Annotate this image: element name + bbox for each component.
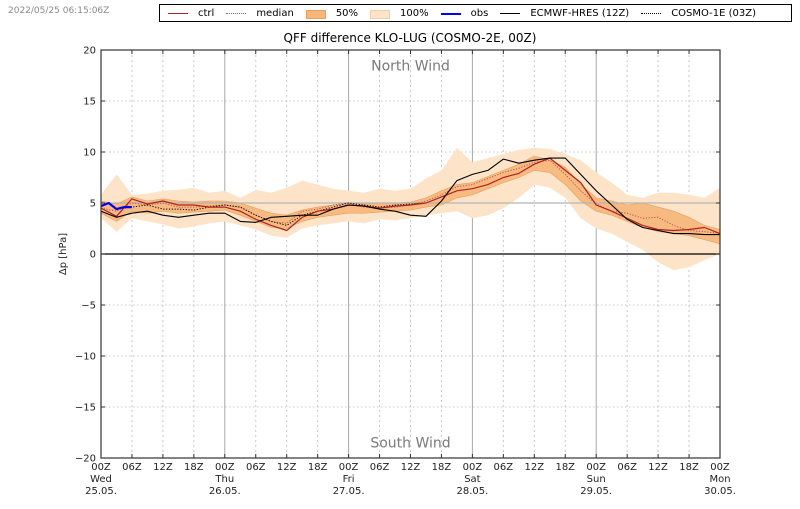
legend-patch-icon xyxy=(305,9,326,19)
x-tick-day: Fri xyxy=(343,474,355,485)
annotations: North Wind South Wind xyxy=(370,58,450,451)
series-obs xyxy=(100,201,132,211)
y-tick-label: −20 xyxy=(75,454,96,465)
grid xyxy=(101,50,720,458)
series-ecmwf-hres-12z xyxy=(100,157,720,236)
legend-item-50: 50% xyxy=(305,7,359,19)
y-tick-label: 20 xyxy=(83,46,96,57)
legend-patch-icon xyxy=(370,9,391,19)
x-tick-date: 27.05. xyxy=(333,486,365,497)
x-tick-label: 00Z xyxy=(91,462,111,473)
x-tick-day: Thu xyxy=(214,474,234,485)
reference-lines xyxy=(101,202,720,255)
legend-label: 100% xyxy=(400,7,429,19)
legend-label: ctrl xyxy=(198,7,215,19)
x-tick-label: 12Z xyxy=(401,462,421,473)
legend-item-cosmo-1e-03z: COSMO-1E (03Z) xyxy=(641,8,756,19)
legend-label: COSMO-1E (03Z) xyxy=(671,7,757,19)
legend-line-icon xyxy=(226,9,247,18)
x-tick-date: 25.05. xyxy=(85,486,117,497)
annotation-north-wind: North Wind xyxy=(371,58,450,74)
x-tick-label: 06Z xyxy=(494,462,514,473)
y-tick-label: −10 xyxy=(75,352,96,363)
x-tick-label: 18Z xyxy=(555,462,575,473)
x-tick-date: 26.05. xyxy=(209,486,241,497)
x-tick-label: 12Z xyxy=(648,462,668,473)
x-tick-label: 12Z xyxy=(525,462,545,473)
x-tick-label: 00Z xyxy=(586,462,606,473)
x-tick-label: 12Z xyxy=(277,462,297,473)
chart-title: QFF difference KLO-LUG (COSMO-2E, 00Z) xyxy=(284,31,537,45)
legend-label: obs xyxy=(470,7,489,19)
timestamp: 2022/05/25 06:15:06Z xyxy=(8,6,110,16)
legend-item-obs: obs xyxy=(440,7,489,19)
legend-line-icon xyxy=(641,9,662,18)
annotation-south-wind: South Wind xyxy=(370,436,450,452)
x-tick-label: 18Z xyxy=(432,462,452,473)
y-tick-label: −5 xyxy=(81,301,96,312)
x-tick-label: 00Z xyxy=(463,462,483,473)
legend-item-ecmwf-hres-12z: ECMWF-HRES (12Z) xyxy=(500,8,629,19)
y-tick-label: 10 xyxy=(83,148,96,159)
chart-legend: ctrl median 50% 100% obs ECMWF-HRES (12Z) COSM… xyxy=(159,4,792,22)
legend-item-100: 100% xyxy=(370,8,429,19)
y-tick-label: 5 xyxy=(90,199,96,210)
x-tick-day: Sat xyxy=(464,474,480,485)
legend-item-ctrl: ctrl xyxy=(168,8,214,19)
x-tick-date: 29.05. xyxy=(580,486,612,497)
series-ctrl xyxy=(100,157,721,235)
x-tick-label: 18Z xyxy=(308,462,328,473)
legend-line-icon xyxy=(500,9,521,18)
x-tick-label: 06Z xyxy=(617,462,637,473)
x-tick-label: 18Z xyxy=(679,462,699,473)
x-tick-day: Wed xyxy=(90,474,112,485)
x-tick-date: 30.05. xyxy=(704,486,736,497)
legend-label: median xyxy=(256,7,294,19)
series xyxy=(100,157,721,236)
x-tick-date: 28.05. xyxy=(456,486,488,497)
x-tick-day: Mon xyxy=(709,474,730,485)
series-median xyxy=(100,159,721,235)
legend-item-median: median xyxy=(226,8,294,19)
x-tick-label: 06Z xyxy=(122,462,142,473)
x-tick-label: 12Z xyxy=(153,462,173,473)
legend-line-icon xyxy=(168,9,188,18)
x-tick-label: 06Z xyxy=(246,462,266,473)
y-axis-label: Δp [hPa] xyxy=(58,233,69,275)
x-tick-label: 00Z xyxy=(215,462,235,473)
x-tick-label: 18Z xyxy=(184,462,204,473)
legend-label: ECMWF-HRES (12Z) xyxy=(530,7,630,19)
x-tick-label: 00Z xyxy=(710,462,730,473)
y-tick-label: 0 xyxy=(90,250,96,261)
x-tick-day: Sun xyxy=(587,474,606,485)
x-tick-label: 00Z xyxy=(339,462,359,473)
x-tick-label: 06Z xyxy=(370,462,390,473)
legend-label: 50% xyxy=(335,7,359,19)
legend-line-icon xyxy=(440,9,461,18)
y-tick-label: 15 xyxy=(83,97,96,108)
y-tick-label: −15 xyxy=(75,403,96,414)
